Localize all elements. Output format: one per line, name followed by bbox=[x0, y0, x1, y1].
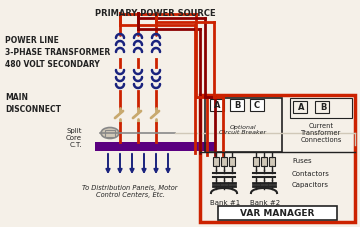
Text: Capacitors: Capacitors bbox=[292, 182, 329, 188]
Bar bbox=[221, 157, 227, 166]
Bar bbox=[95, 142, 215, 151]
Text: Fuses: Fuses bbox=[292, 158, 312, 164]
Text: Optional
Circuit Breaker: Optional Circuit Breaker bbox=[220, 125, 266, 135]
Bar bbox=[261, 157, 267, 166]
Bar bbox=[105, 129, 115, 136]
Bar bbox=[229, 157, 235, 166]
Text: Bank #1: Bank #1 bbox=[210, 200, 240, 206]
Text: PRIMARY POWER SOURCE: PRIMARY POWER SOURCE bbox=[95, 9, 215, 18]
Text: A: A bbox=[298, 103, 304, 111]
Bar bbox=[210, 99, 224, 111]
Bar bbox=[230, 99, 244, 111]
Bar bbox=[213, 157, 219, 166]
Bar bbox=[200, 95, 355, 222]
Text: Contactors: Contactors bbox=[292, 171, 330, 177]
Text: Current
Transformer
Connections: Current Transformer Connections bbox=[300, 123, 342, 143]
Bar bbox=[269, 157, 275, 166]
Bar bbox=[253, 157, 259, 166]
Bar bbox=[218, 206, 337, 220]
Ellipse shape bbox=[101, 128, 119, 138]
Text: B: B bbox=[234, 101, 240, 109]
Text: To Distribution Panels, Motor
Control Centers, Etc.: To Distribution Panels, Motor Control Ce… bbox=[82, 185, 178, 198]
Text: MAIN
DISCONNECT: MAIN DISCONNECT bbox=[5, 93, 61, 114]
Text: C: C bbox=[254, 101, 260, 109]
Bar bbox=[293, 101, 307, 113]
Bar bbox=[290, 98, 352, 118]
Text: VAR MANAGER: VAR MANAGER bbox=[240, 209, 314, 217]
Text: POWER LINE
3-PHASE TRANSFORMER
480 VOLT SECONDARY: POWER LINE 3-PHASE TRANSFORMER 480 VOLT … bbox=[5, 36, 110, 69]
Text: A: A bbox=[214, 101, 220, 109]
Text: B: B bbox=[320, 103, 326, 111]
Text: Split
Core
C.T.: Split Core C.T. bbox=[66, 128, 82, 148]
Bar bbox=[205, 98, 282, 152]
Text: Bank #2: Bank #2 bbox=[250, 200, 280, 206]
Bar bbox=[315, 101, 329, 113]
Bar bbox=[250, 99, 264, 111]
